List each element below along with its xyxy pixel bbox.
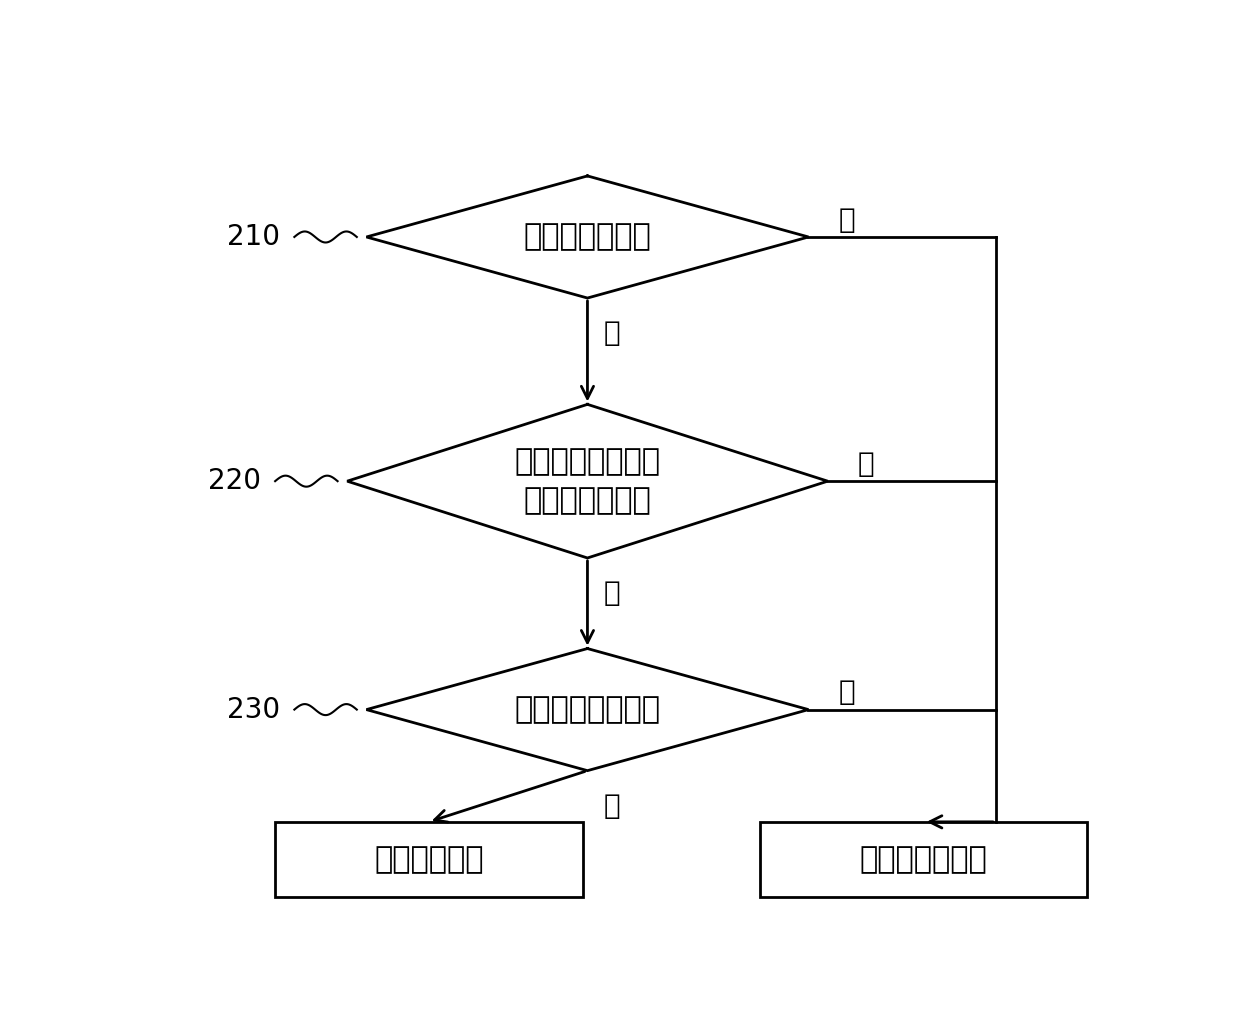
Bar <box>275 821 583 897</box>
Text: 210: 210 <box>227 223 280 251</box>
Text: 是: 是 <box>603 319 620 348</box>
Text: 否: 否 <box>858 450 874 478</box>
Text: 否: 否 <box>838 678 856 706</box>
Text: 是: 是 <box>603 579 620 608</box>
Text: 不产生换道动机: 不产生换道动机 <box>859 845 988 874</box>
Polygon shape <box>367 649 808 770</box>
Bar <box>760 821 1087 897</box>
Polygon shape <box>367 176 808 298</box>
Text: 220: 220 <box>208 468 260 495</box>
Polygon shape <box>347 404 828 558</box>
Text: 产生换道动机: 产生换道动机 <box>374 845 484 874</box>
Text: 否: 否 <box>838 206 856 233</box>
Text: 是: 是 <box>603 792 620 820</box>
Text: 自车具有一定速度
或处于跟驰状态: 自车具有一定速度 或处于跟驰状态 <box>515 448 661 515</box>
Text: 230: 230 <box>227 696 280 723</box>
Text: 当前车道有前车: 当前车道有前车 <box>523 222 651 252</box>
Text: 前车速度低于阙値: 前车速度低于阙値 <box>515 695 661 724</box>
